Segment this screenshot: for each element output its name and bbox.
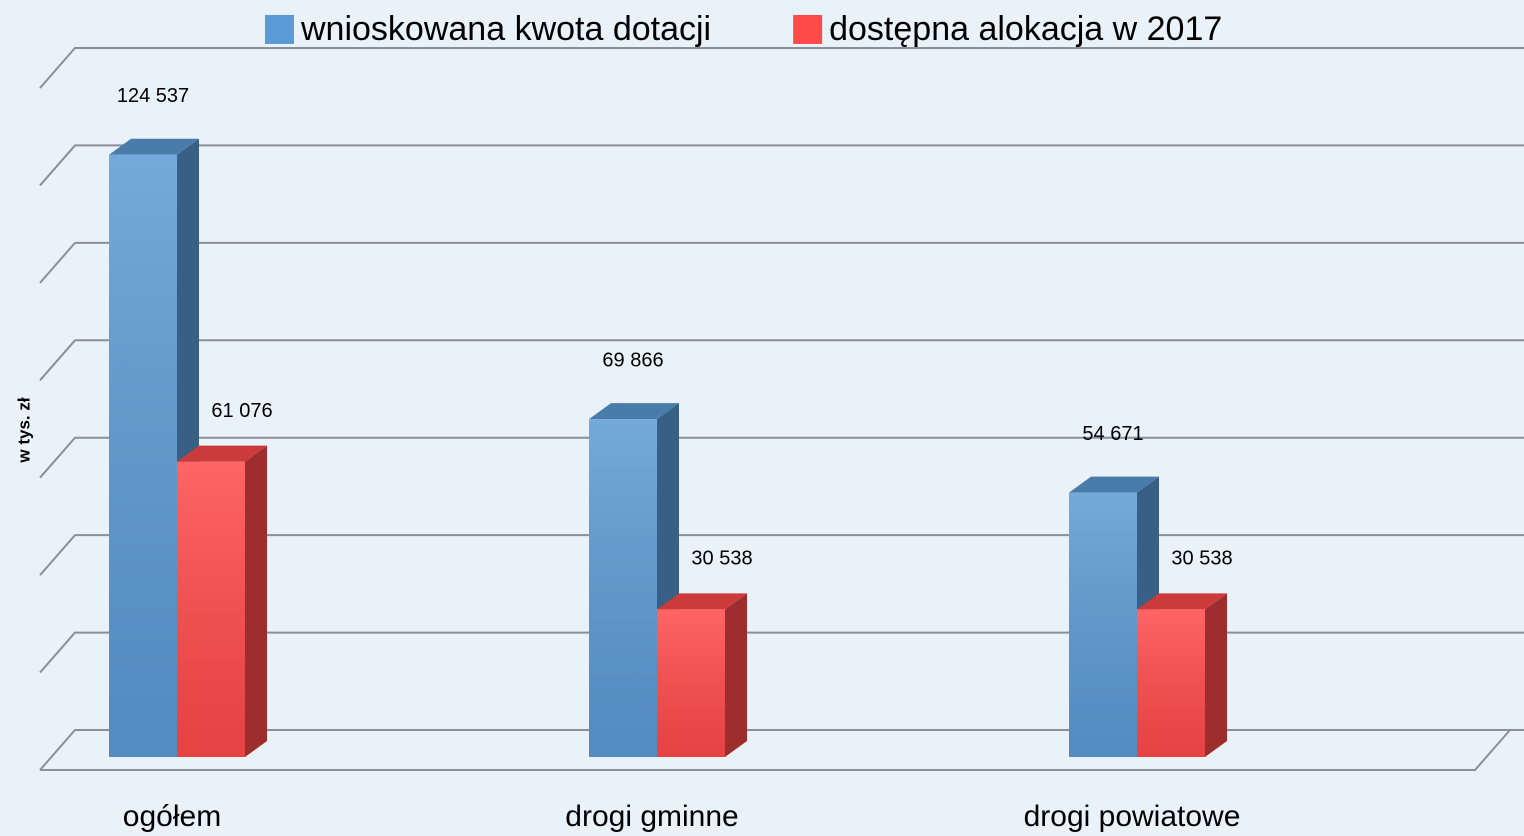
grid-line xyxy=(39,241,1524,284)
grid-line xyxy=(39,631,1524,674)
grid-line xyxy=(39,436,1524,479)
grid-line xyxy=(39,534,1524,576)
bar-side xyxy=(1205,593,1227,757)
grid-line xyxy=(39,144,1524,187)
x-tick-label: drogi powiatowe xyxy=(1024,800,1241,833)
bar-shine xyxy=(1137,609,1205,757)
floor xyxy=(40,729,1511,771)
bar-shine xyxy=(109,154,177,757)
bar-shine xyxy=(589,419,657,757)
bar-top xyxy=(589,403,679,420)
legend-label: wnioskowana kwota dotacji xyxy=(300,10,711,48)
bar-shine xyxy=(1069,492,1137,757)
y-axis-label: w tys. zł xyxy=(14,397,33,463)
value-label: 30 538 xyxy=(691,548,752,570)
bar-top xyxy=(109,138,199,155)
bar-top xyxy=(1069,476,1159,493)
value-label: 54 671 xyxy=(1082,423,1143,445)
grid-line xyxy=(39,729,1524,771)
bar-top xyxy=(657,593,747,610)
legend-label: dostępna alokacja w 2017 xyxy=(829,10,1222,48)
bar-top xyxy=(1137,593,1227,610)
x-tick-label: drogi gminne xyxy=(565,800,738,833)
legend-swatch xyxy=(265,15,294,44)
bar-side xyxy=(725,593,747,757)
value-label: 61 076 xyxy=(211,400,272,422)
bar-shine xyxy=(657,609,725,757)
grid-line xyxy=(39,339,1524,381)
bar-side xyxy=(245,445,267,757)
value-label: 124 537 xyxy=(117,85,189,107)
value-label: 30 538 xyxy=(1171,548,1232,570)
bar-top xyxy=(177,445,267,462)
x-tick-label: ogółem xyxy=(123,800,221,833)
bar-shine xyxy=(177,461,245,757)
legend-swatch xyxy=(793,15,823,44)
value-label: 69 866 xyxy=(602,349,663,371)
grid-line xyxy=(39,47,1524,89)
